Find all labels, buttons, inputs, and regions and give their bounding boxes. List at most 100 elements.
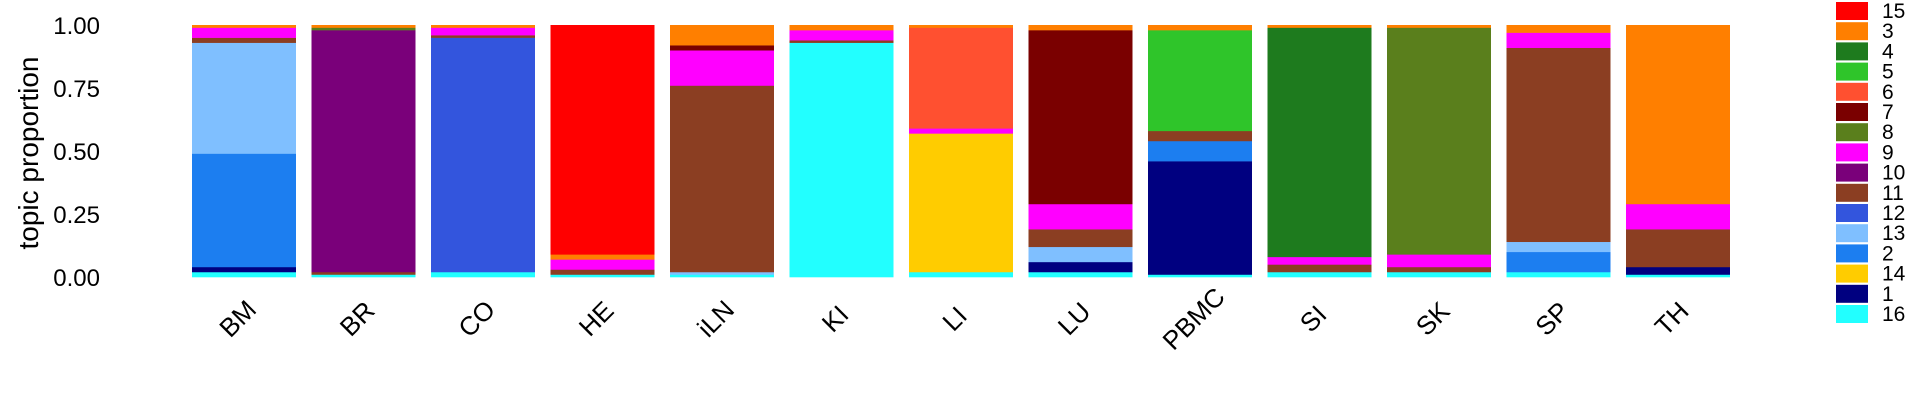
panel-sk (1387, 25, 1491, 278)
segment-co-topic-16 (431, 271, 535, 278)
segment-sk-topic-8 (1387, 27, 1491, 255)
segment-lu-topic-1 (1028, 261, 1133, 273)
x-tick-label: HE (573, 295, 620, 342)
x-tick-label: BM (213, 294, 262, 343)
segment-pbmc-topic-11 (1148, 130, 1252, 142)
segment-sk-topic-3 (1387, 25, 1491, 28)
x-tick-label: LI (936, 300, 973, 337)
x-tick-label: PBMC (1156, 281, 1230, 355)
panel-co (431, 25, 535, 278)
legend-label: 10 (1882, 162, 1905, 185)
segment-br-topic-11 (311, 271, 416, 275)
legend-swatch-11 (1836, 183, 1868, 202)
segment-sk-topic-16 (1387, 271, 1491, 278)
legend-swatch-15 (1836, 2, 1868, 20)
legend-label: 6 (1882, 81, 1894, 104)
legend-swatch-4 (1836, 42, 1868, 61)
y-tick-label: 1.00 (53, 13, 100, 40)
y-axis-label: topic proportion (13, 56, 44, 249)
legend-label: 12 (1882, 202, 1905, 225)
segment-iln-topic-13 (670, 271, 774, 275)
segment-sp-topic-2 (1506, 251, 1611, 273)
segment-lu-topic-3 (1028, 25, 1133, 31)
segment-bm-topic-11 (192, 37, 296, 43)
legend-swatch-2 (1836, 244, 1868, 263)
panel-th (1626, 25, 1730, 278)
x-tick-label: SK (1410, 295, 1456, 341)
segment-iln-topic-3 (670, 25, 774, 46)
legend-swatch-12 (1836, 204, 1868, 222)
segment-sp-topic-9 (1506, 32, 1611, 48)
legend-swatch-13 (1836, 224, 1868, 243)
segment-li-topic-3 (909, 25, 1013, 28)
segment-he-topic-11 (550, 269, 655, 275)
segment-li-topic-14 (909, 133, 1013, 273)
legend-swatch-10 (1836, 163, 1868, 182)
y-tick-label: 0.00 (53, 265, 100, 292)
segment-lu-topic-7 (1028, 30, 1133, 205)
segment-he-topic-3 (550, 254, 655, 260)
y-tick-label: 0.75 (53, 76, 100, 103)
segment-bm-topic-2 (192, 153, 296, 268)
legend-swatch-16 (1836, 305, 1868, 323)
legend-swatch-14 (1836, 264, 1868, 283)
legend-swatch-7 (1836, 103, 1868, 121)
segment-li-topic-9 (909, 128, 1013, 134)
segment-li-topic-16 (909, 271, 1013, 278)
segment-iln-topic-7 (670, 45, 774, 51)
y-tick-label: 0.25 (53, 202, 100, 229)
x-axis-labels: BM BR CO HE iLN KI LI LU PBMC SI SK SP TH (213, 281, 1694, 355)
segment-br-topic-16 (311, 274, 416, 278)
legend-label: 4 (1882, 40, 1894, 63)
legend-swatch-1 (1836, 284, 1868, 303)
segment-he-topic-9 (550, 259, 655, 270)
legend-label: 2 (1882, 242, 1894, 265)
x-tick-label: SI (1294, 299, 1333, 338)
legend-swatch-9 (1836, 143, 1868, 162)
segment-ki-topic-11 (789, 40, 894, 43)
segment-si-topic-9 (1267, 256, 1372, 265)
segment-pbmc-topic-5 (1148, 30, 1252, 132)
segment-ki-topic-16 (789, 42, 894, 278)
legend-label: 3 (1882, 20, 1894, 43)
x-tick-label: LU (1052, 296, 1097, 341)
segment-pbmc-topic-3 (1148, 25, 1252, 31)
segment-iln-topic-11 (670, 85, 774, 273)
legend-label: 14 (1882, 263, 1906, 286)
legend-label: 13 (1882, 222, 1905, 245)
x-tick-label: TH (1649, 296, 1695, 342)
panel-li (909, 25, 1013, 278)
segment-sp-topic-3 (1506, 25, 1611, 33)
segment-bm-topic-16 (192, 271, 296, 278)
segment-pbmc-topic-16 (1148, 274, 1252, 278)
segment-ki-topic-9 (789, 30, 894, 41)
x-tick-label: BR (334, 295, 381, 342)
panel-he (550, 25, 655, 278)
segment-iln-topic-16 (670, 274, 774, 278)
segment-bm-topic-3 (192, 25, 296, 28)
panel-sp (1506, 25, 1611, 278)
segment-lu-topic-13 (1028, 246, 1133, 263)
segment-br-topic-3 (311, 25, 416, 28)
legend-label: 9 (1882, 141, 1894, 164)
panel-ki (789, 25, 894, 278)
segment-iln-topic-9 (670, 50, 774, 86)
legend-swatch-3 (1836, 22, 1868, 41)
legend-label: 7 (1882, 101, 1894, 124)
panel-lu (1028, 25, 1133, 278)
segment-th-topic-16 (1626, 274, 1730, 278)
segment-sp-topic-11 (1506, 47, 1611, 243)
y-axis-ticks: 0.00 0.25 0.50 0.75 1.00 (53, 13, 100, 292)
segment-br-topic-10 (311, 30, 416, 273)
legend-label: 15 (1882, 0, 1905, 23)
legend-label: 11 (1882, 182, 1904, 205)
segment-sp-topic-13 (1506, 241, 1611, 253)
segment-co-topic-3 (431, 25, 535, 28)
segment-bm-topic-1 (192, 266, 296, 273)
segment-si-topic-4 (1267, 27, 1372, 258)
legend-label: 5 (1882, 61, 1894, 84)
segment-lu-topic-11 (1028, 229, 1133, 248)
segment-pbmc-topic-2 (1148, 140, 1252, 162)
